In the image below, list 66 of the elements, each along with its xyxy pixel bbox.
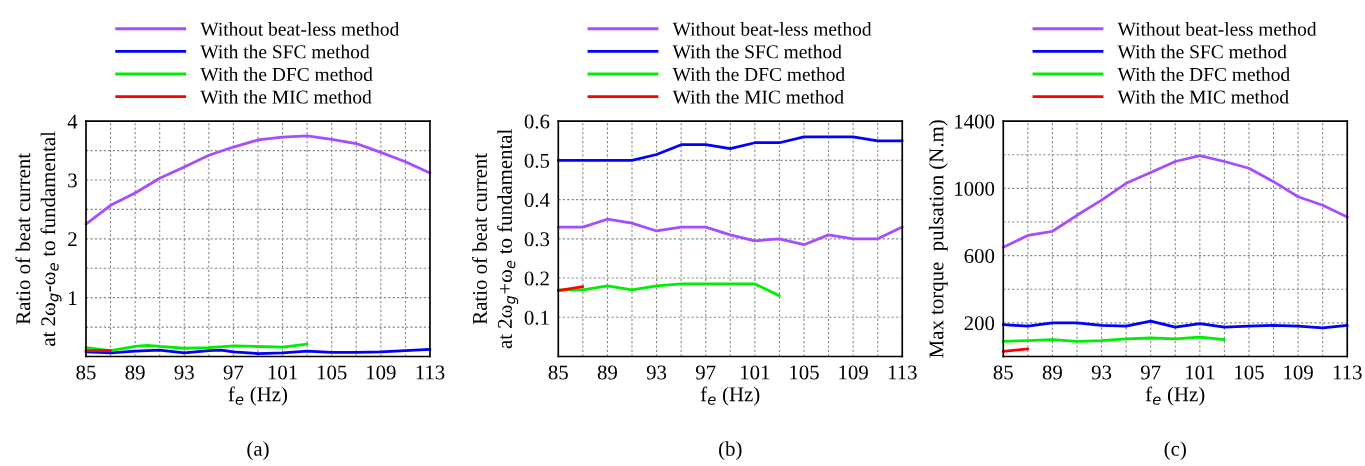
text: (c) — [1164, 441, 1186, 461]
x-tick-label: 109 — [1284, 365, 1313, 380]
line-series — [1001, 319, 1349, 330]
x-tick-label: 85 — [548, 365, 568, 380]
x-axis-title: f$_{e}$ (Hz) — [228, 386, 288, 406]
x-tick-label: 97 — [223, 365, 244, 380]
legend-label: With the DFC method — [200, 67, 373, 82]
legend-label: With the DFC method — [672, 67, 845, 82]
x-tick-label: 85 — [993, 365, 1013, 380]
y-tick-label: 1000 — [955, 181, 995, 196]
line-series — [1001, 154, 1349, 249]
x-tick-label: 113 — [1333, 365, 1362, 380]
y-tick-label: 200 — [964, 316, 995, 331]
x-tick-label: 93 — [1091, 365, 1112, 380]
y-tick-label: 0.1 — [524, 310, 549, 325]
x-tick-label: 105 — [1235, 365, 1264, 380]
line-series — [84, 342, 309, 352]
y-axis-title: Ratio of beat current at 2ω$_{g}$+ω$_{e}$ to fundamental — [472, 129, 519, 349]
legend-label: Without beat-less method — [672, 22, 872, 36]
y-tick-label: 4 — [67, 114, 78, 129]
legend-label: With the MIC method — [200, 89, 372, 104]
x-tick-label: 105 — [790, 365, 819, 380]
x-tick-label: 113 — [888, 365, 917, 380]
line-series — [556, 217, 904, 247]
line-series — [556, 135, 904, 162]
text: (a) — [247, 441, 269, 461]
y-tick-label: 0.5 — [524, 153, 550, 168]
text: (b) — [719, 441, 742, 461]
y-tick-label: 1400 — [955, 114, 995, 129]
legend-label: With the MIC method — [1117, 89, 1289, 104]
legend-label: Without beat-less method — [1117, 22, 1317, 36]
x-tick-label: 89 — [1042, 365, 1062, 380]
y-tick-label: 0.3 — [524, 232, 550, 247]
y-tick-label: 0.4 — [524, 192, 550, 208]
legend-label: With the SFC method — [672, 44, 842, 59]
x-tick-label: 89 — [597, 365, 617, 380]
line-series — [556, 282, 781, 298]
legend-label: With the SFC method — [1117, 44, 1287, 59]
y-tick-label: 0.2 — [524, 271, 549, 286]
x-axis-title: f$_{e}$ (Hz) — [700, 386, 760, 406]
x-tick-label: 113 — [416, 365, 445, 380]
x-tick-label: 109 — [839, 365, 868, 380]
x-tick-label: 109 — [367, 365, 396, 380]
x-tick-label: 105 — [317, 365, 347, 380]
x-tick-label: 97 — [1140, 365, 1161, 380]
x-tick-label: 89 — [125, 365, 145, 380]
legend-label: With the SFC method — [200, 44, 370, 59]
y-tick-label: 0.6 — [524, 114, 550, 129]
y-axis-title: Ratio of beat current at 2ω$_{g}$-ω$_{e}$ to fundamental — [15, 131, 62, 346]
x-tick-label: 101 — [1186, 365, 1215, 380]
x-tick-label: 101 — [268, 365, 297, 380]
x-tick-label: 97 — [695, 365, 716, 380]
y-tick-label: 1 — [69, 291, 77, 305]
y-tick-label: 2 — [68, 232, 77, 247]
x-axis-title: f$_{e}$ (Hz) — [1145, 386, 1205, 406]
legend-label: Without beat-less method — [200, 22, 400, 36]
x-tick-label: 93 — [174, 365, 194, 380]
legend-label: With the MIC method — [672, 89, 844, 104]
y-axis-title: Max torque pulsation (N.m) — [928, 120, 948, 358]
y-tick-label: 3 — [68, 173, 77, 188]
x-tick-label: 93 — [646, 365, 667, 380]
x-tick-label: 101 — [741, 365, 770, 380]
y-tick-label: 600 — [964, 249, 995, 264]
legend-label: With the DFC method — [1117, 67, 1290, 82]
line-series — [84, 134, 432, 226]
x-tick-label: 85 — [76, 365, 96, 380]
